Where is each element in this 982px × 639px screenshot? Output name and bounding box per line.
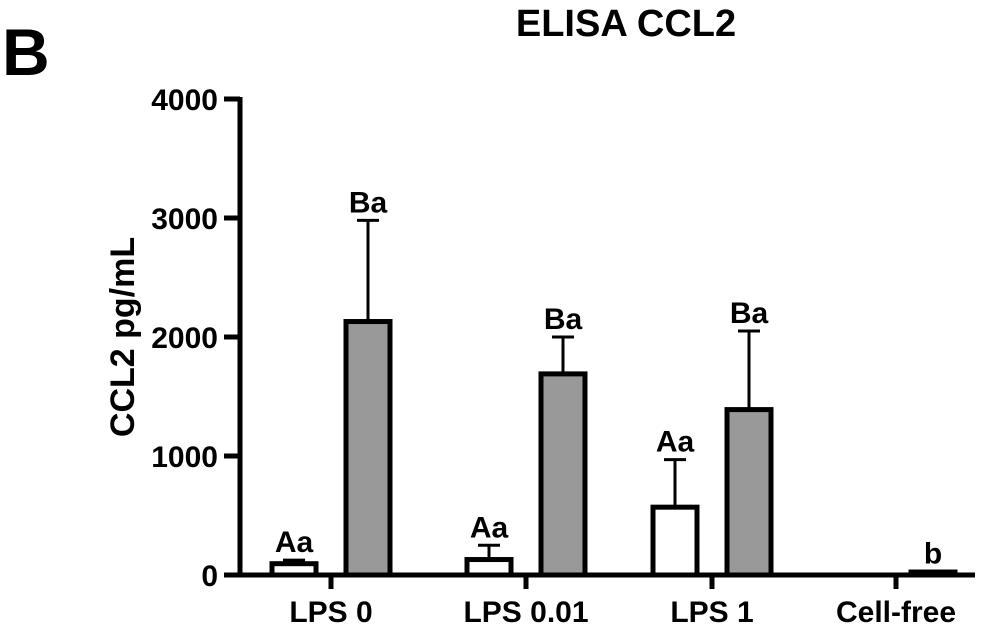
x-tick-label: LPS 0.01 bbox=[463, 596, 588, 629]
significance-label: Ba bbox=[730, 297, 769, 330]
significance-label: b bbox=[924, 537, 942, 570]
significance-label: Aa bbox=[656, 426, 695, 459]
bar bbox=[538, 371, 588, 578]
bar bbox=[269, 561, 319, 578]
bar bbox=[464, 557, 514, 578]
bar bbox=[650, 504, 700, 578]
bar bbox=[724, 407, 774, 578]
chart-title: ELISA CCL2 bbox=[516, 3, 736, 45]
chart-marks: 0 1000 2000 3000 4000 LPS 0 Aa Ba LPS 0.01 Aa Ba LP… bbox=[151, 84, 975, 629]
x-tick-label: Cell-free bbox=[836, 596, 956, 629]
y-tick-label: 0 bbox=[201, 560, 218, 593]
panel-label: B bbox=[2, 15, 50, 89]
significance-label: Aa bbox=[275, 526, 314, 559]
significance-label: Ba bbox=[544, 303, 583, 336]
x-tick-label: LPS 1 bbox=[670, 596, 753, 629]
significance-label: Ba bbox=[349, 186, 388, 219]
significance-label: Aa bbox=[470, 511, 509, 544]
y-tick-label: 1000 bbox=[151, 441, 218, 474]
y-axis-label: CCL2 pg/mL bbox=[104, 237, 142, 437]
bar bbox=[343, 319, 393, 578]
y-tick-label: 2000 bbox=[151, 322, 218, 355]
y-tick-label: 3000 bbox=[151, 203, 218, 236]
x-tick-label: LPS 0 bbox=[289, 596, 372, 629]
y-tick-label: 4000 bbox=[151, 84, 218, 117]
